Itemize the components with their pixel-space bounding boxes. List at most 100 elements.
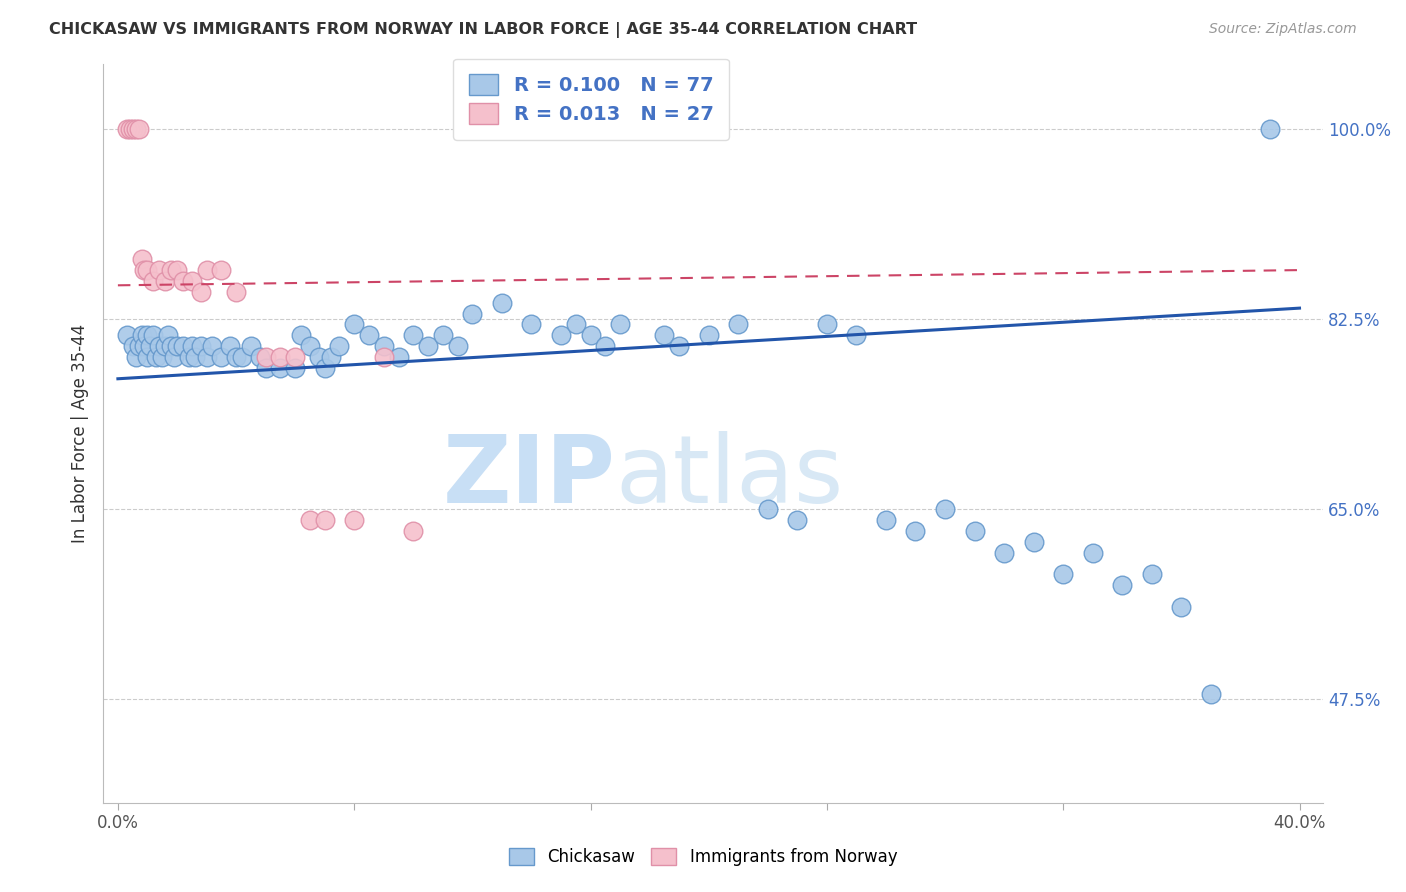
- Point: [308, 350, 330, 364]
- Point: [904, 524, 927, 538]
- Point: [124, 350, 146, 364]
- Point: [314, 360, 336, 375]
- Point: [115, 121, 138, 136]
- Point: [195, 350, 218, 364]
- Point: [163, 350, 186, 364]
- Point: [269, 350, 291, 364]
- Legend: R = 0.100   N = 77, R = 0.013   N = 27: R = 0.100 N = 77, R = 0.013 N = 27: [453, 59, 728, 140]
- Point: [284, 360, 307, 375]
- Point: [845, 328, 868, 343]
- Point: [160, 339, 183, 353]
- Point: [697, 328, 720, 343]
- Point: [239, 339, 262, 353]
- Point: [190, 339, 212, 353]
- Point: [595, 339, 617, 353]
- Point: [520, 318, 543, 332]
- Point: [160, 263, 183, 277]
- Point: [298, 339, 321, 353]
- Point: [121, 121, 143, 136]
- Point: [579, 328, 602, 343]
- Point: [136, 328, 159, 343]
- Point: [142, 274, 165, 288]
- Point: [124, 121, 146, 136]
- Point: [298, 513, 321, 527]
- Point: [231, 350, 253, 364]
- Point: [373, 350, 395, 364]
- Point: [432, 328, 454, 343]
- Point: [145, 350, 167, 364]
- Point: [654, 328, 676, 343]
- Point: [172, 274, 194, 288]
- Point: [963, 524, 986, 538]
- Point: [195, 263, 218, 277]
- Point: [249, 350, 271, 364]
- Text: ZIP: ZIP: [443, 432, 616, 524]
- Point: [150, 350, 173, 364]
- Point: [875, 513, 897, 527]
- Point: [343, 513, 366, 527]
- Point: [269, 360, 291, 375]
- Point: [290, 328, 312, 343]
- Point: [402, 328, 425, 343]
- Point: [219, 339, 242, 353]
- Point: [115, 328, 138, 343]
- Point: [314, 513, 336, 527]
- Point: [446, 339, 468, 353]
- Point: [284, 350, 307, 364]
- Point: [180, 339, 202, 353]
- Point: [121, 339, 143, 353]
- Point: [934, 502, 956, 516]
- Point: [166, 339, 188, 353]
- Point: [402, 524, 425, 538]
- Point: [609, 318, 631, 332]
- Point: [815, 318, 838, 332]
- Point: [134, 339, 156, 353]
- Point: [136, 350, 159, 364]
- Point: [254, 350, 277, 364]
- Point: [668, 339, 690, 353]
- Text: atlas: atlas: [616, 432, 844, 524]
- Point: [131, 252, 153, 267]
- Point: [416, 339, 439, 353]
- Point: [131, 328, 153, 343]
- Point: [142, 328, 165, 343]
- Point: [209, 350, 232, 364]
- Point: [177, 350, 200, 364]
- Point: [328, 339, 350, 353]
- Point: [1258, 121, 1281, 136]
- Point: [1052, 567, 1074, 582]
- Legend: Chickasaw, Immigrants from Norway: Chickasaw, Immigrants from Norway: [501, 840, 905, 875]
- Point: [254, 360, 277, 375]
- Point: [201, 339, 224, 353]
- Point: [166, 263, 188, 277]
- Point: [1111, 578, 1133, 592]
- Point: [343, 318, 366, 332]
- Point: [128, 339, 150, 353]
- Point: [373, 339, 395, 353]
- Point: [727, 318, 749, 332]
- Point: [190, 285, 212, 299]
- Point: [461, 307, 484, 321]
- Text: Source: ZipAtlas.com: Source: ZipAtlas.com: [1209, 22, 1357, 37]
- Point: [183, 350, 205, 364]
- Point: [357, 328, 380, 343]
- Point: [387, 350, 409, 364]
- Point: [1081, 546, 1104, 560]
- Point: [786, 513, 808, 527]
- Point: [1140, 567, 1163, 582]
- Point: [157, 328, 180, 343]
- Point: [209, 263, 232, 277]
- Point: [139, 339, 162, 353]
- Point: [118, 121, 141, 136]
- Point: [172, 339, 194, 353]
- Point: [148, 263, 170, 277]
- Point: [565, 318, 588, 332]
- Point: [1170, 599, 1192, 614]
- Point: [225, 285, 247, 299]
- Y-axis label: In Labor Force | Age 35-44: In Labor Force | Age 35-44: [72, 324, 89, 542]
- Point: [136, 263, 159, 277]
- Point: [225, 350, 247, 364]
- Point: [550, 328, 572, 343]
- Point: [134, 263, 156, 277]
- Point: [993, 546, 1015, 560]
